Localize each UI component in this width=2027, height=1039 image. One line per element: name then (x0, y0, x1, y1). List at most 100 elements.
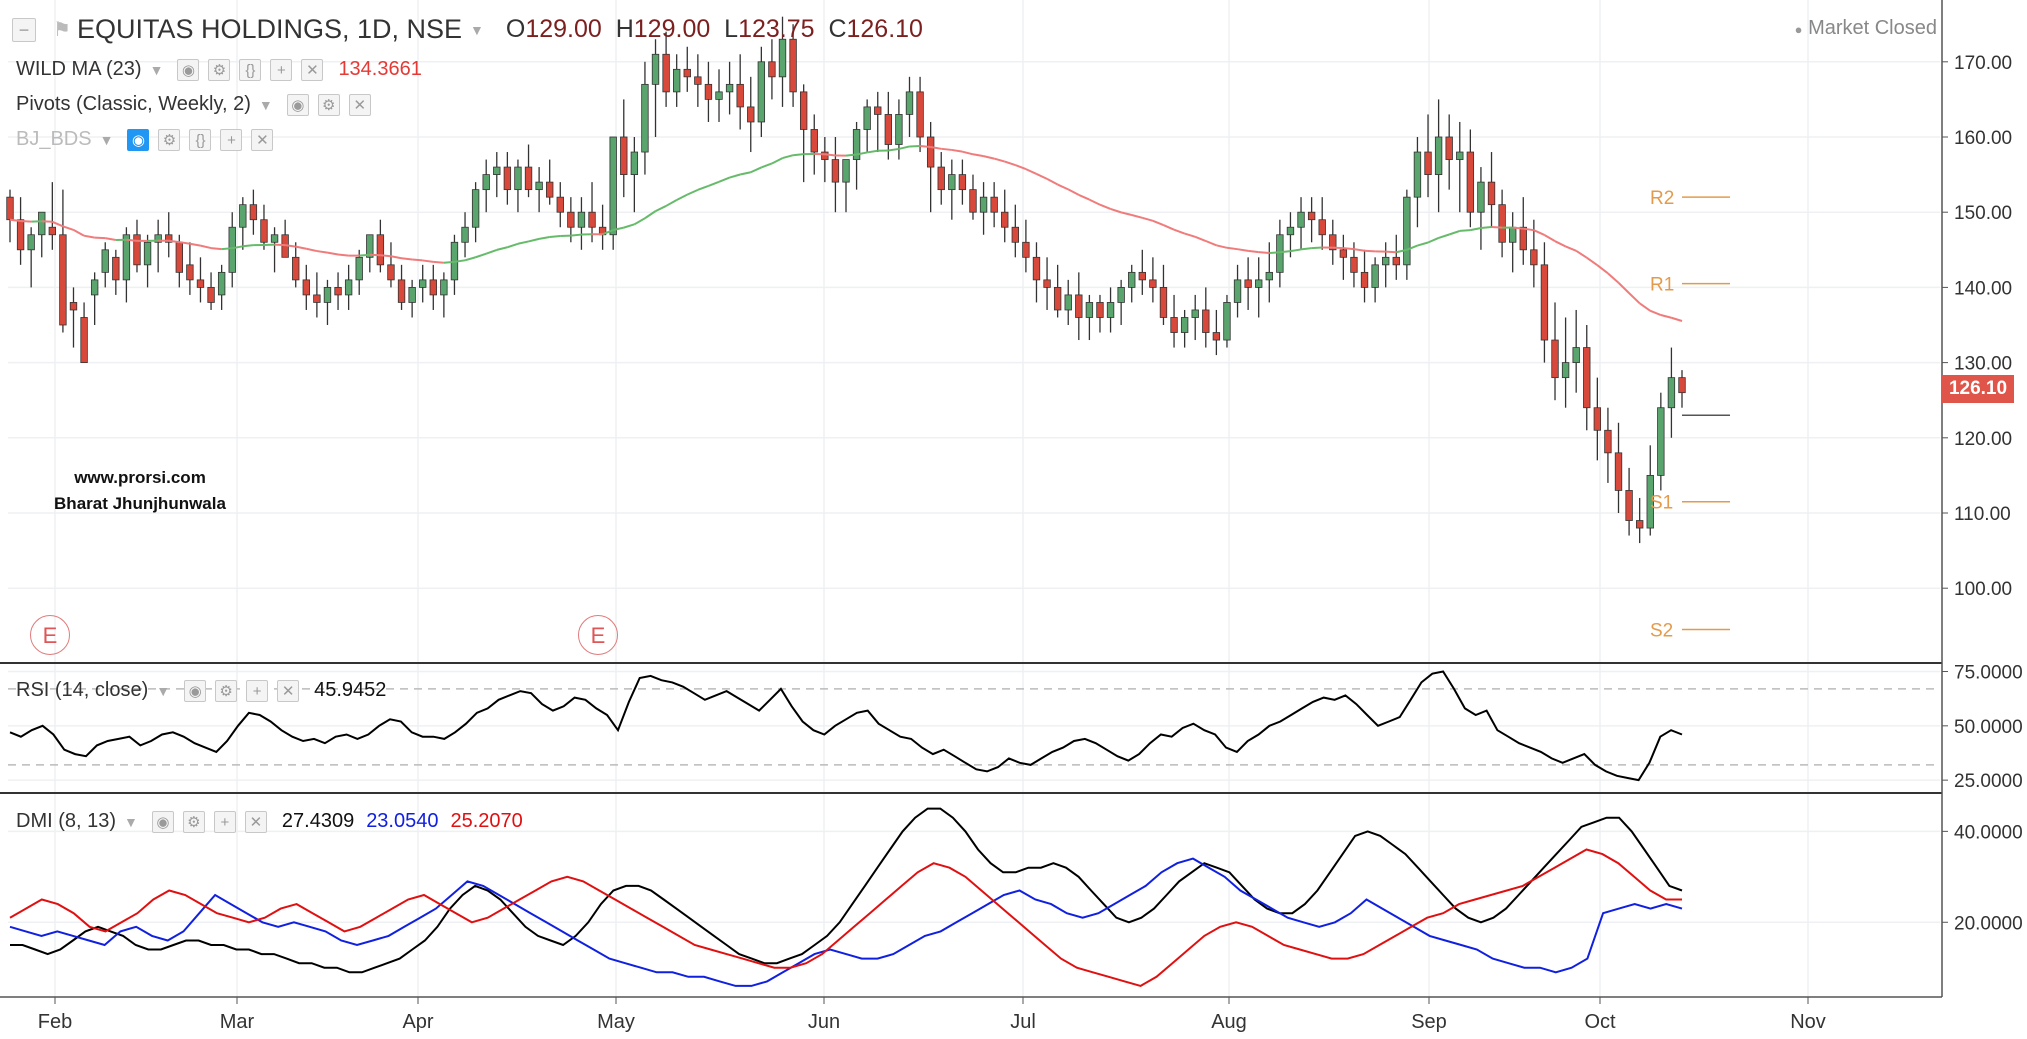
gear-icon[interactable]: ⚙ (317, 93, 340, 116)
rsi-tick-label: 50.0000 (1954, 717, 2023, 738)
candle (757, 61, 766, 123)
wild-ma-segment (644, 210, 657, 220)
candle (112, 256, 120, 281)
candle (1138, 271, 1146, 281)
gear-icon[interactable]: ⚙ (215, 679, 238, 702)
close-icon[interactable]: ✕ (277, 679, 300, 702)
candle (1180, 317, 1189, 333)
dmi-label[interactable]: DMI (8, 13) (16, 810, 117, 832)
chevron-down-icon[interactable]: ▼ (156, 682, 171, 699)
close-icon[interactable]: ✕ (251, 128, 274, 151)
candle (1096, 302, 1104, 318)
wild-ma-segment (602, 229, 614, 236)
wild-ma-segment (1480, 226, 1492, 230)
candle (905, 91, 914, 115)
wild-ma-segment (1586, 256, 1598, 266)
source-icon[interactable]: {} (239, 58, 262, 81)
candle (90, 279, 99, 296)
dmi-pane[interactable] (9, 807, 1683, 987)
plus-di-value: 23.0540 (366, 810, 439, 832)
wild-ma-segment (972, 153, 984, 158)
candle (493, 166, 501, 176)
close-icon[interactable]: ✕ (348, 93, 371, 116)
candle (1117, 286, 1125, 303)
candle (1191, 309, 1199, 318)
plus-icon[interactable]: + (220, 128, 243, 151)
candle (143, 241, 152, 266)
gear-icon[interactable]: ⚙ (208, 58, 231, 81)
wild-ma-segment (1649, 309, 1662, 316)
candle (535, 181, 543, 191)
wild-ma-segment (433, 260, 444, 264)
candle (990, 196, 998, 213)
gear-icon[interactable]: ⚙ (158, 128, 181, 151)
eye-icon[interactable]: ◉ (286, 93, 309, 116)
eye-icon[interactable]: ◉ (127, 128, 150, 151)
candle (302, 279, 310, 296)
price-tick-label: 150.00 (1954, 203, 2012, 224)
gear-icon[interactable]: ⚙ (182, 810, 205, 833)
rsi-pane[interactable] (8, 670, 1940, 782)
close-icon[interactable]: ✕ (301, 58, 324, 81)
source-icon[interactable]: {} (189, 128, 212, 151)
candle (567, 211, 575, 228)
wild-ma-segment (1543, 234, 1556, 243)
candle (1466, 151, 1475, 213)
wild-ma-segment (993, 157, 1006, 163)
earnings-marker[interactable]: E (30, 615, 70, 655)
chevron-down-icon[interactable]: ▼ (258, 96, 273, 113)
candle (292, 256, 300, 281)
chevron-down-icon[interactable]: ▼ (470, 21, 484, 38)
chevron-down-icon[interactable]: ▼ (124, 813, 138, 830)
price-pane[interactable]: R2 R1 S1 S2 (6, 16, 1730, 642)
wild-ma-segment (1269, 251, 1280, 254)
candle (1477, 181, 1485, 213)
candle (598, 226, 607, 236)
wild-ma-segment (401, 257, 413, 261)
plus-icon[interactable]: + (246, 679, 269, 702)
wild-ma-segment (1205, 240, 1217, 247)
wild-ma-segment (708, 180, 720, 187)
candle (355, 256, 363, 281)
candle (471, 189, 480, 228)
wild-ma-segment (1364, 249, 1376, 253)
pivots-label[interactable]: Pivots (Classic, Weekly, 2) (16, 93, 251, 115)
rsi-label[interactable]: RSI (14, close) (16, 679, 149, 701)
symbol-title[interactable]: EQUITAS HOLDINGS, 1D, NSE (76, 14, 463, 44)
wild-ma-segment (443, 260, 455, 264)
candle (1614, 452, 1623, 491)
wild-ma-segment (771, 157, 783, 165)
eye-icon[interactable]: ◉ (184, 679, 207, 702)
candle (1392, 256, 1400, 266)
collapse-icon[interactable]: − (12, 17, 36, 42)
wild-ma-segment (20, 220, 32, 223)
wild-ma-segment (1226, 246, 1238, 251)
candle (334, 286, 342, 296)
candle (1509, 226, 1517, 243)
price-tick-label: 140.00 (1954, 278, 2012, 299)
wild-ma-segment (221, 247, 233, 251)
wild-ma-segment (1628, 292, 1641, 305)
plus-icon[interactable]: + (213, 810, 236, 833)
wild-ma-label[interactable]: WILD MA (23) (16, 58, 142, 80)
wild-ma-segment (1596, 264, 1609, 275)
chevron-down-icon[interactable]: ▼ (99, 131, 114, 148)
candle (651, 53, 660, 85)
eye-icon[interactable]: ◉ (177, 58, 200, 81)
earnings-marker[interactable]: E (578, 615, 618, 655)
plus-icon[interactable]: + (270, 58, 293, 81)
bj-bds-label[interactable]: BJ_BDS (16, 128, 92, 150)
candle (1001, 211, 1009, 228)
wild-ma-segment (1311, 246, 1323, 250)
month-tick-label: Mar (220, 1011, 255, 1033)
chevron-down-icon[interactable]: ▼ (149, 61, 164, 78)
flag-icon[interactable]: ⚑ (53, 19, 71, 41)
eye-icon[interactable]: ◉ (151, 810, 174, 833)
wild-ma-segment (200, 244, 212, 250)
wild-ma-segment (750, 166, 762, 174)
candle (1434, 136, 1443, 175)
wild-ma-segment (390, 255, 402, 260)
close-icon[interactable]: ✕ (244, 810, 267, 833)
